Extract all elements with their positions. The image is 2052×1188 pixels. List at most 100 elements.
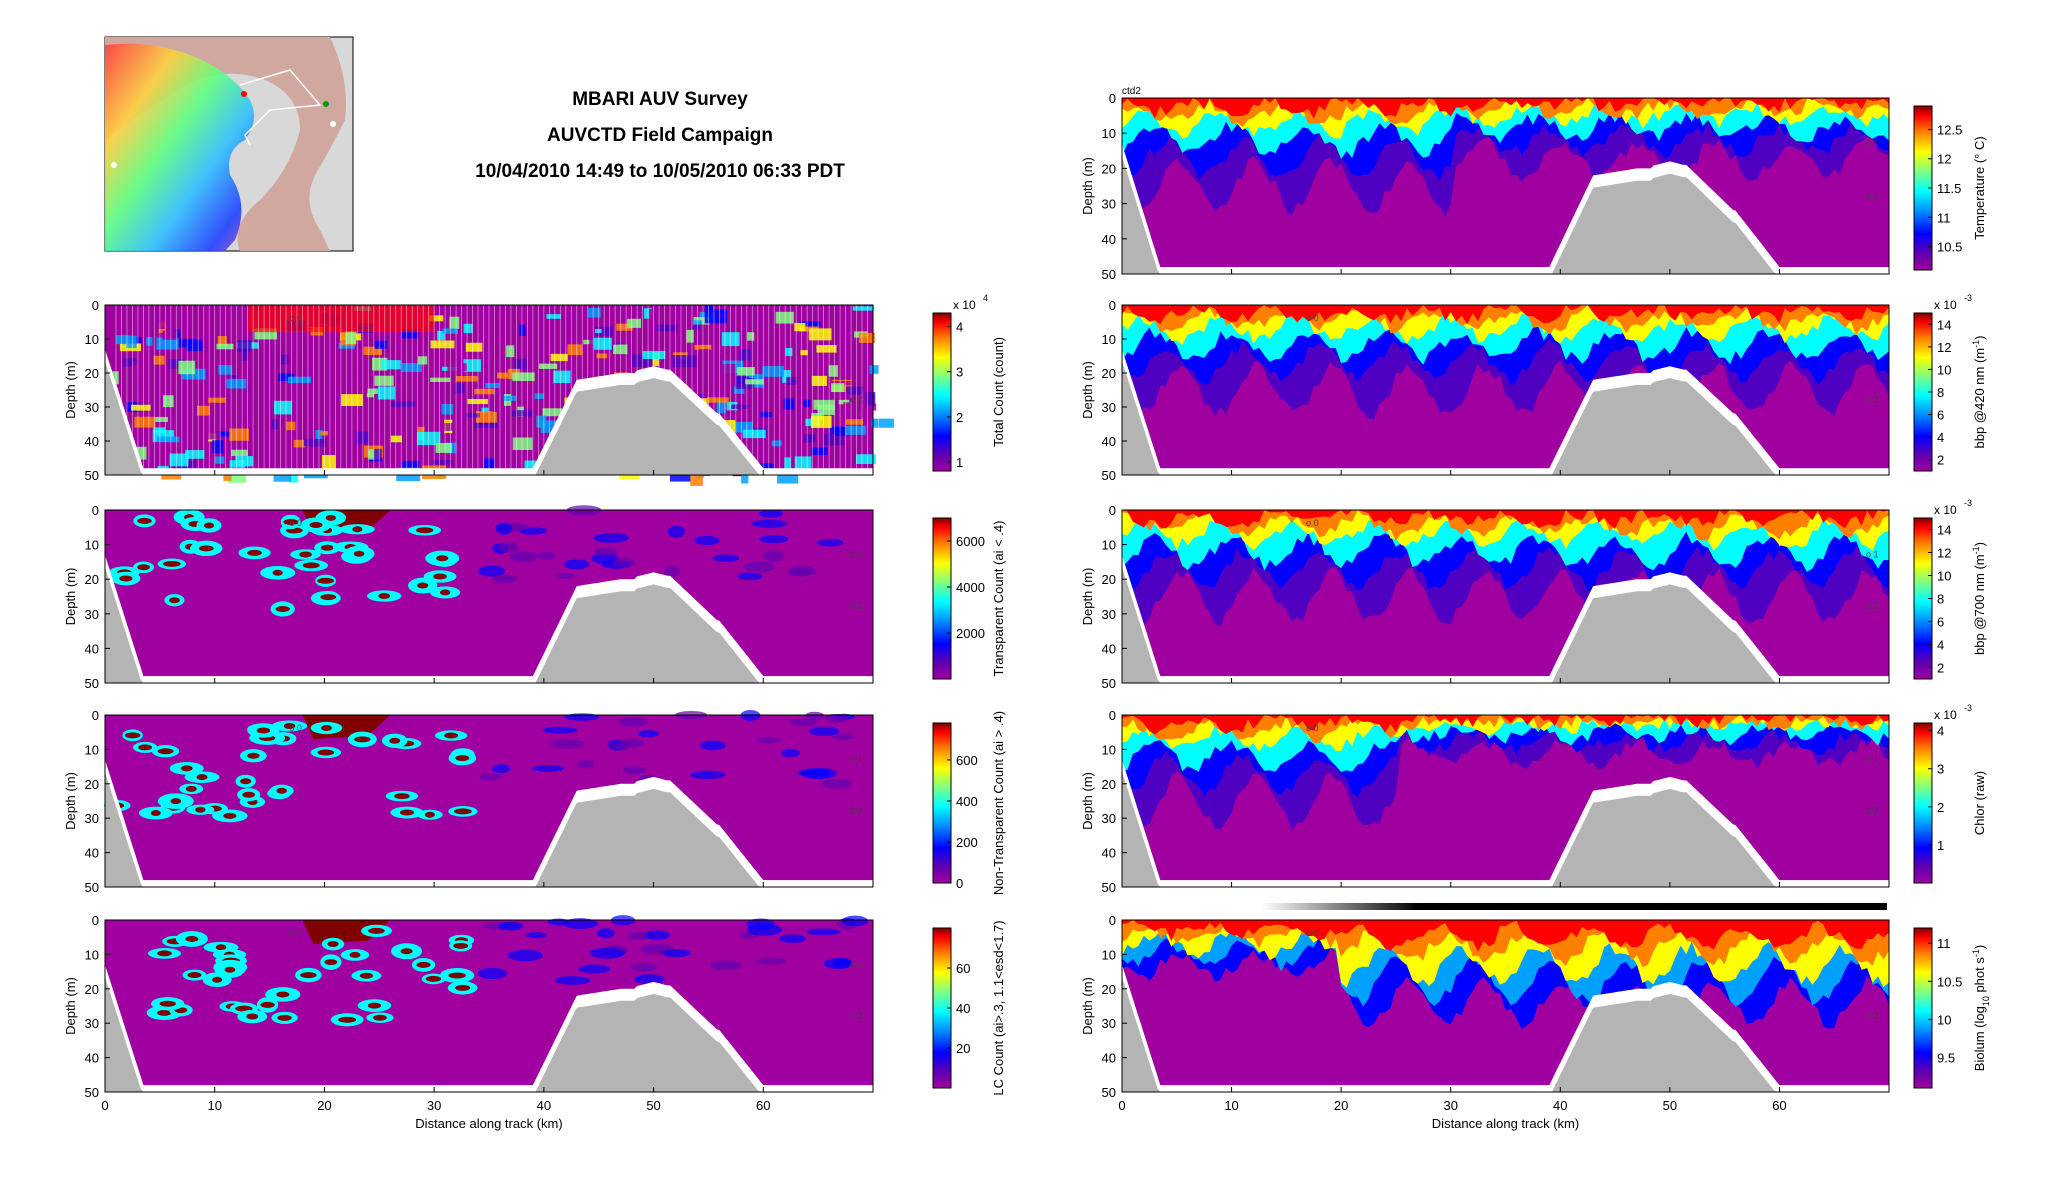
heatmap-cell xyxy=(856,454,876,464)
colorbar-label: bbp @420 nm (m-1) xyxy=(1971,336,1987,449)
heatmap-cell xyxy=(152,361,165,372)
waypoint-marker: o 2 xyxy=(1866,1011,1879,1021)
heatmap-cell xyxy=(237,340,252,352)
heatmap-cell xyxy=(373,448,382,460)
x-tick-label: 60 xyxy=(1772,1098,1786,1113)
colorbar xyxy=(1913,927,1933,1089)
heatmap-patch xyxy=(492,764,511,774)
colorbar-label: Chlor (raw) xyxy=(1972,771,1987,835)
colorbar-tick-label: 4 xyxy=(1937,638,1944,653)
biolum-indicator-bar xyxy=(1262,903,1887,910)
heatmap-cell xyxy=(843,402,861,413)
heatmap-cell xyxy=(293,439,306,448)
colorbar xyxy=(932,517,952,680)
colorbar-label-text: Non-Transparent Count (ai > .4) xyxy=(991,711,1006,895)
seafloor xyxy=(105,976,873,1092)
heatmap-patch xyxy=(394,793,410,800)
colorbar-tick-label: 200 xyxy=(956,835,978,850)
heatmap-cell xyxy=(214,456,225,464)
heatmap-patch xyxy=(223,812,237,819)
heatmap-patch xyxy=(316,577,335,584)
heatmap-patch xyxy=(637,729,660,738)
heatmap-patch xyxy=(170,798,182,805)
heatmap-cell xyxy=(869,365,880,374)
y-tick-label: 30 xyxy=(1102,197,1116,212)
colorbar-exponent: x 10 xyxy=(953,298,976,312)
heatmap-cell xyxy=(539,363,558,369)
heatmap-patch xyxy=(275,605,290,612)
y-tick-label: 50 xyxy=(1102,267,1116,282)
heatmap-cell xyxy=(642,350,666,359)
y-tick-label: 10 xyxy=(85,947,99,962)
heatmap-patch xyxy=(203,522,215,529)
panel-left-1: 0 10 20 30 40 50 Depth (m) o 0 o 2 1 2 3 4 x 10 4 Total… xyxy=(63,293,1006,486)
heatmap-cell xyxy=(534,393,545,400)
colorbar-exponent-power: -3 xyxy=(1964,498,1972,508)
heatmap-patch xyxy=(805,711,825,720)
y-tick-label: 30 xyxy=(85,1016,99,1031)
waypoint-marker: o 2 xyxy=(1866,601,1879,611)
heatmap-patch xyxy=(619,738,645,748)
heatmap-cell xyxy=(858,332,875,343)
heatmap-patch xyxy=(389,737,401,744)
heatmap-patch xyxy=(832,957,853,969)
colorbar-tick-label: 9.5 xyxy=(1937,1051,1955,1066)
heatmap-patch xyxy=(779,934,806,944)
y-axis-label: Depth (m) xyxy=(63,772,78,830)
y-tick-label: 0 xyxy=(1109,298,1116,313)
inset-map-track xyxy=(239,69,322,146)
heatmap-cell xyxy=(454,383,465,394)
y-tick-label: 40 xyxy=(85,1051,99,1066)
waypoint-marker: o 1 xyxy=(850,959,863,969)
heatmap-cell xyxy=(418,356,428,365)
heatmap-patch xyxy=(124,732,141,739)
y-tick-label: 50 xyxy=(85,676,99,691)
heatmap-cell xyxy=(191,442,200,456)
y-tick-label: 40 xyxy=(1102,846,1116,861)
heatmap-patch xyxy=(417,582,429,589)
heatmap-patch xyxy=(492,574,518,584)
heatmap-cell xyxy=(481,407,489,414)
heatmap-cell xyxy=(798,326,819,332)
heatmap-patch xyxy=(596,928,615,939)
heatmap-cell xyxy=(838,399,850,405)
heatmap-cell xyxy=(800,350,808,356)
colorbar-exponent-power: 4 xyxy=(983,293,988,303)
heatmap-layer xyxy=(1122,920,1889,952)
colorbar-tick-label: 11 xyxy=(1937,936,1951,951)
x-tick-label: 60 xyxy=(756,1098,770,1113)
heatmap-cell xyxy=(485,382,500,389)
y-tick-label: 10 xyxy=(85,332,99,347)
heatmap-patch xyxy=(762,550,785,562)
heatmap-patch xyxy=(525,932,548,939)
y-tick-label: 30 xyxy=(1102,1016,1116,1031)
heatmap-patch xyxy=(644,930,671,940)
colorbar-label: Biolum (log10 phot s-1) xyxy=(1971,945,1991,1071)
heatmap-patch xyxy=(327,941,339,948)
heatmap-cell xyxy=(588,307,601,318)
colorbar-tick-label: 8 xyxy=(1937,385,1944,400)
heatmap-cell xyxy=(430,340,455,349)
y-tick-label: 30 xyxy=(85,400,99,415)
heatmap-cell xyxy=(474,422,498,428)
seafloor xyxy=(105,567,873,683)
y-axis-label: Depth (m) xyxy=(63,361,78,419)
y-tick-label: 40 xyxy=(85,434,99,449)
heatmap-cell xyxy=(492,400,507,412)
heatmap-patch xyxy=(317,749,335,756)
heatmap-patch xyxy=(436,555,449,562)
heatmap-cell xyxy=(799,321,821,327)
waypoint-marker: o 0 xyxy=(1306,928,1319,938)
colorbar-label-end: ) xyxy=(1972,542,1987,546)
y-tick-label: 20 xyxy=(1102,161,1116,176)
inset-map-marker xyxy=(323,101,329,107)
colorbar-tick-label: 400 xyxy=(956,794,978,809)
heatmap-cell xyxy=(627,318,641,328)
heatmap-patch xyxy=(276,991,290,998)
heatmap-layer xyxy=(1122,715,1889,735)
heatmap-cell xyxy=(156,436,180,443)
heatmap-patch xyxy=(373,1014,387,1021)
heatmap-cell xyxy=(831,383,845,393)
heatmap-cell xyxy=(747,332,755,341)
